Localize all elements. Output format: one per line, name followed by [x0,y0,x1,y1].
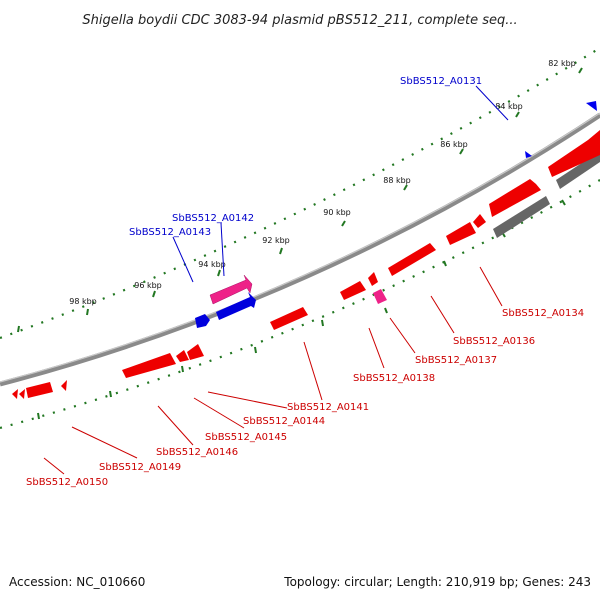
accession-text: Accession: NC_010660 [9,575,145,589]
gene-label[interactable]: SbBS512_A0131 [400,76,482,87]
reverse-leader-lines [43,266,503,475]
gene-label[interactable]: SbBS512_A0137 [415,355,497,366]
gene-label[interactable]: SbBS512_A0149 [99,462,181,473]
map-title: Shigella boydii CDC 3083-94 plasmid pBS5… [82,13,517,28]
gene-labels-forward: SbBS512_A0131 SbBS512_A0142 SbBS512_A014… [129,76,482,238]
gene-arrow-reverse[interactable] [446,222,476,245]
genome-backbone [0,112,600,387]
reverse-genes [12,130,600,399]
gene-arrow-reverse[interactable] [489,179,541,217]
gene-arrow-reverse[interactable] [388,243,436,276]
scale-label-82: 82 kbp [548,59,576,68]
gene-arrow-reverse[interactable] [176,350,189,362]
gene-arrow-reverse[interactable] [12,389,18,399]
gene-arrow-reverse[interactable] [548,130,600,177]
genome-summary-text: Topology: circular; Length: 210,919 bp; … [283,575,591,589]
gene-label[interactable]: SbBS512_A0136 [453,336,535,347]
gene-arrow-reverse[interactable] [122,353,176,378]
gene-arrow-reverse[interactable] [368,272,378,286]
gene-arrow-reverse[interactable] [473,214,486,228]
gene-label[interactable]: SbBS512_A0143 [129,227,211,238]
scale-label-84: 84 kbp [495,102,523,111]
gene-label[interactable]: SbBS512_A0134 [502,308,584,319]
scale-label-92: 92 kbp [262,236,290,245]
outer-major-ticks [17,67,583,333]
gene-label[interactable]: SbBS512_A0146 [156,447,238,458]
gene-arrow-forward[interactable] [216,292,256,320]
gene-arrow-reverse[interactable] [26,382,53,398]
scale-label-96: 96 kbp [134,281,162,290]
gene-label[interactable]: SbBS512_A0141 [287,402,369,413]
gene-label[interactable]: SbBS512_A0144 [243,416,325,427]
scale-label-98: 98 kbp [69,297,97,306]
forward-leader-lines [172,85,509,283]
forward-genes [195,101,597,328]
gene-arrow-forward[interactable] [586,101,597,111]
gene-arrow-highlight[interactable] [209,274,253,305]
gene-arrow-other[interactable] [493,196,550,238]
gene-arrow-reverse[interactable] [270,307,308,330]
gene-arrow-forward[interactable] [525,151,532,158]
scale-labels: 82 kbp 84 kbp 86 kbp 88 kbp 90 kbp 92 kb… [69,59,576,306]
gene-labels-reverse: SbBS512_A0134 SbBS512_A0136 SbBS512_A013… [26,308,584,488]
scale-label-86: 86 kbp [440,140,468,149]
gene-arrow-forward[interactable] [195,314,210,328]
gene-arrow-reverse[interactable] [187,344,204,360]
gene-arrow-reverse[interactable] [340,281,366,300]
genome-backbone-highlight [0,112,600,383]
gene-arrow-reverse[interactable] [61,380,67,391]
gene-label[interactable]: SbBS512_A0145 [205,432,287,443]
gene-arrow-highlight[interactable] [373,289,387,304]
gene-arrow-other[interactable] [556,151,600,189]
scale-label-88: 88 kbp [383,176,411,185]
scale-label-90: 90 kbp [323,208,351,217]
gene-label[interactable]: SbBS512_A0150 [26,477,108,488]
scale-label-94: 94 kbp [198,260,226,269]
gene-arrow-reverse[interactable] [19,389,25,399]
other-genes [493,151,600,238]
gene-label[interactable]: SbBS512_A0142 [172,213,254,224]
gene-label[interactable]: SbBS512_A0138 [353,373,435,384]
